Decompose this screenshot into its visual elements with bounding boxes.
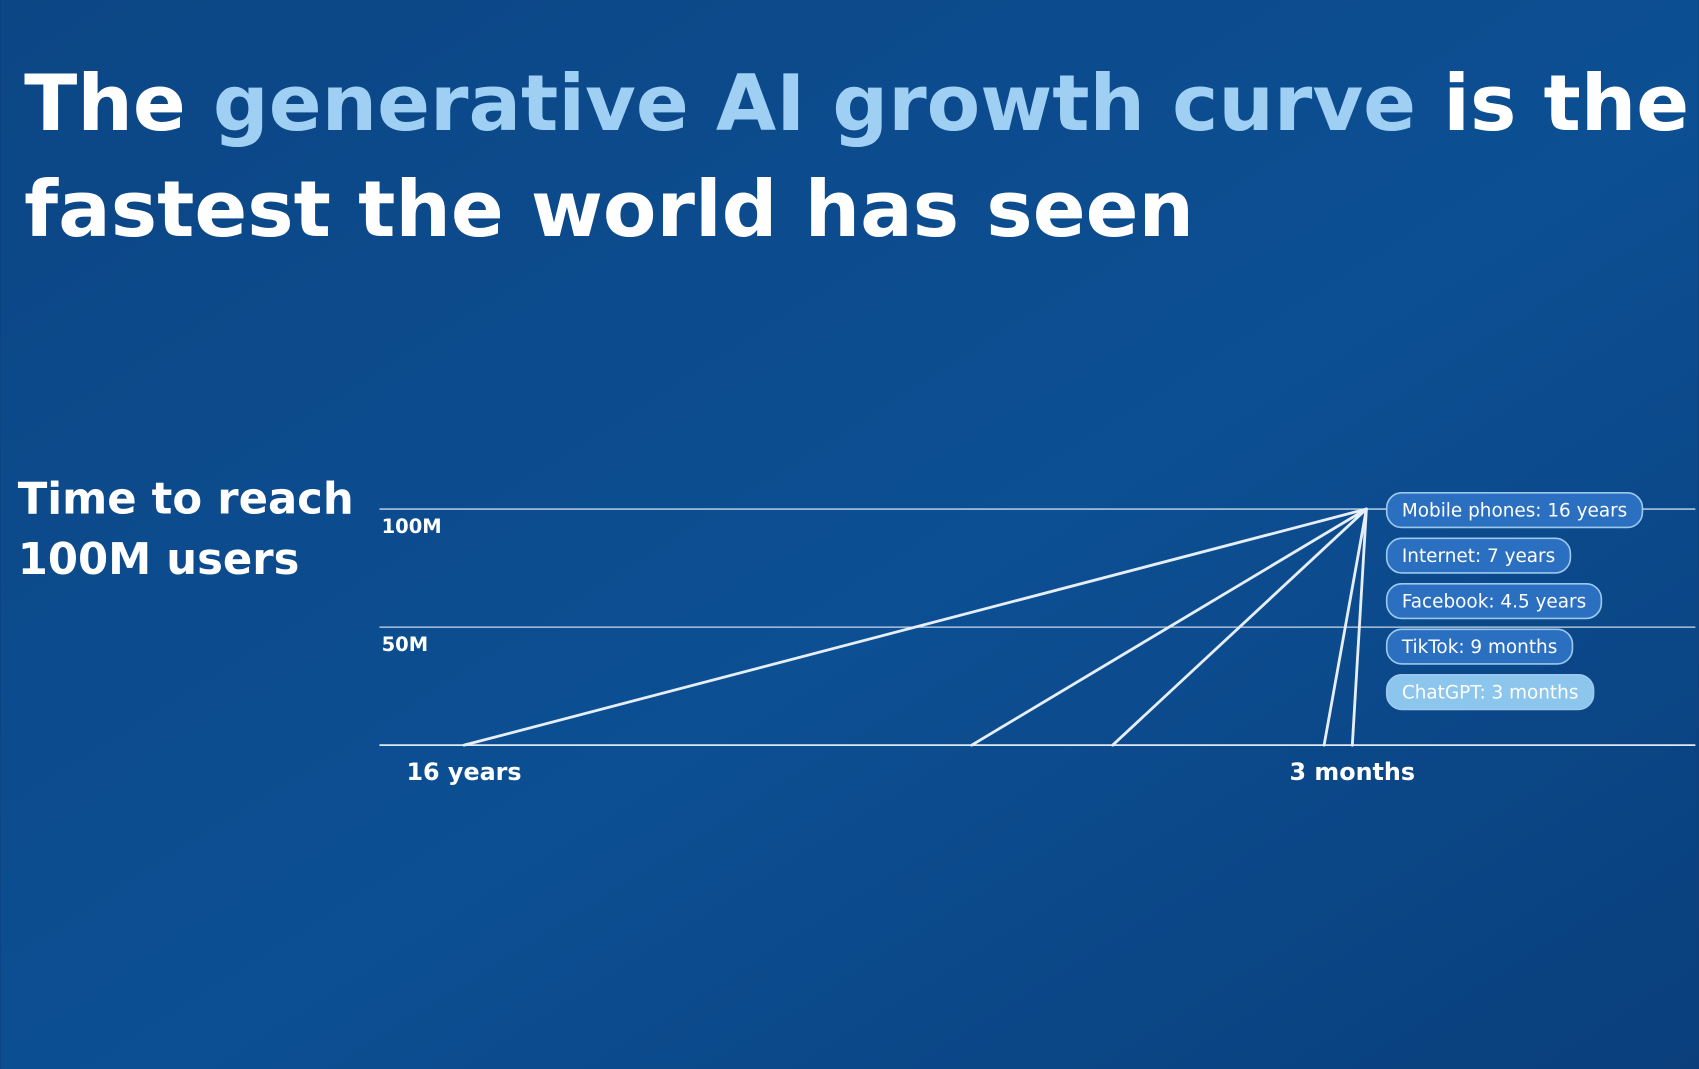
legend-label: TikTok: 9 months (1401, 637, 1557, 658)
series-line (1350, 507, 1368, 747)
legend-label: Mobile phones: 16 years (1402, 501, 1627, 522)
legend-item: TikTok: 9 months (1385, 628, 1574, 665)
x-tick-label: 16 years (406, 758, 521, 786)
legend-item: Mobile phones: 16 years (1385, 491, 1644, 529)
legend-item: ChatGPT: 3 months (1385, 673, 1595, 711)
series-line (1322, 507, 1368, 747)
series-line (1111, 507, 1368, 747)
legend-pill (1385, 582, 1603, 620)
title-highlight: generative AI growth curve (213, 59, 1416, 149)
legend-item: Facebook: 4.5 years (1385, 582, 1603, 620)
title-part: The (24, 59, 186, 149)
series-line (462, 507, 1368, 747)
x-tick-label: 3 months (1290, 758, 1416, 786)
legend-pill (1385, 628, 1574, 665)
y-tick-label: 100M (382, 515, 442, 538)
legend-label: ChatGPT: 3 months (1402, 683, 1579, 704)
series-line (970, 507, 1368, 747)
title-line-2: fastest the world has seen (24, 165, 1194, 255)
title-part: is the (1443, 59, 1689, 149)
legend-pill (1385, 537, 1572, 574)
legend-pill (1385, 491, 1644, 529)
y-tick-label: 50M (382, 633, 429, 656)
legend-pill (1385, 673, 1595, 711)
legend-label: Facebook: 4.5 years (1402, 592, 1586, 613)
y-label-line: Time to reach (18, 474, 354, 524)
legend-label: Internet: 7 years (1402, 546, 1555, 567)
legend-item: Internet: 7 years (1385, 537, 1572, 574)
title-line-1: The generative AI growth curve is the (24, 59, 1689, 149)
y-label-line: 100M users (18, 535, 300, 585)
